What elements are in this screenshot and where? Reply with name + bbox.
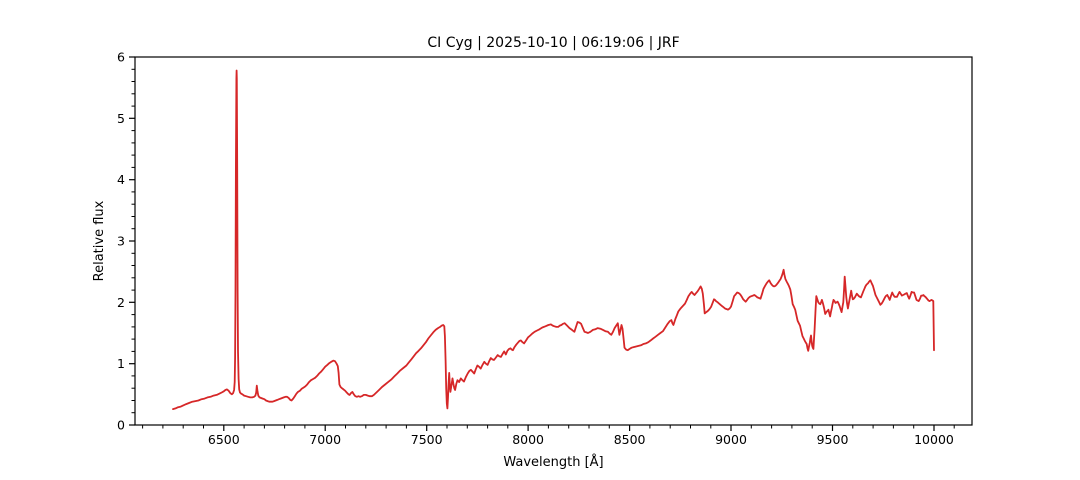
x-tick-label: 7500: [411, 432, 443, 447]
y-tick-label: 4: [117, 172, 125, 187]
plot-title: CI Cyg | 2025-10-10 | 06:19:06 | JRF: [427, 35, 679, 51]
major-ticks: [129, 56, 935, 431]
x-tick-label: 7000: [309, 432, 341, 447]
x-tick-label: 9500: [817, 432, 849, 447]
plot-frame: [134, 56, 973, 426]
y-tick-label: 5: [117, 111, 125, 126]
x-tick-label: 9000: [715, 432, 747, 447]
spectrum-path-spectrum: [172, 69, 935, 410]
x-tick-label: 8500: [614, 432, 646, 447]
y-axis-label: Relative flux: [92, 200, 107, 281]
spectrum-line: [172, 69, 935, 410]
x-axis-label: Wavelength [Å]: [503, 454, 603, 470]
y-tick-label: 0: [117, 418, 125, 433]
x-tick-label: 10000: [914, 432, 954, 447]
y-tick-label: 6: [117, 50, 125, 65]
x-tick-label: 6500: [208, 432, 240, 447]
minor-ticks: [131, 68, 955, 429]
y-tick-label: 1: [117, 356, 125, 371]
y-tick-label: 3: [117, 234, 125, 249]
tick-labels: 6500 7000 7500 8000 8500 9000 9500 10000 0 1 2 3 4 5 6: [117, 50, 954, 448]
x-tick-label: 8000: [512, 432, 544, 447]
y-tick-label: 2: [117, 295, 125, 310]
